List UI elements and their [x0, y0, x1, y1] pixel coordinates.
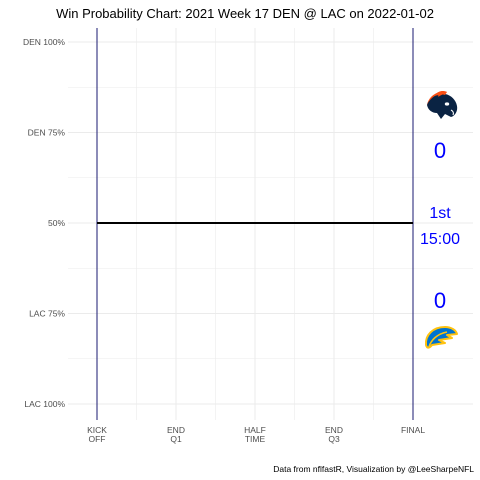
- x-tick-label: FINAL: [401, 425, 425, 435]
- home-score: 0: [434, 288, 446, 313]
- x-tick-label: KICK: [87, 425, 107, 435]
- chargers-bolt-logo-icon: [424, 326, 458, 349]
- y-tick-label: 50%: [48, 218, 65, 228]
- x-tick-label: END: [167, 425, 185, 435]
- game-time: 15:00: [420, 231, 460, 248]
- y-tick-label: LAC 75%: [29, 309, 65, 319]
- game-quarter: 1st: [429, 205, 451, 222]
- y-axis-ticks: DEN 100% DEN 75% 50% LAC 75% LAC 100%: [23, 37, 66, 409]
- away-score: 0: [434, 138, 446, 163]
- y-tick-label: DEN 75%: [28, 128, 66, 138]
- x-tick-label: TIME: [245, 434, 266, 444]
- caption: Data from nflfastR, Visualization by @Le…: [273, 464, 474, 474]
- y-tick-label: DEN 100%: [23, 37, 65, 47]
- broncos-horse-logo-icon: [427, 91, 458, 119]
- x-tick-label: OFF: [89, 434, 106, 444]
- x-tick-label: END: [325, 425, 343, 435]
- x-tick-label: HALF: [244, 425, 266, 435]
- chart-title: Win Probability Chart: 2021 Week 17 DEN …: [56, 6, 434, 21]
- x-tick-label: Q1: [170, 434, 182, 444]
- y-tick-label: LAC 100%: [24, 399, 65, 409]
- x-tick-label: Q3: [328, 434, 340, 444]
